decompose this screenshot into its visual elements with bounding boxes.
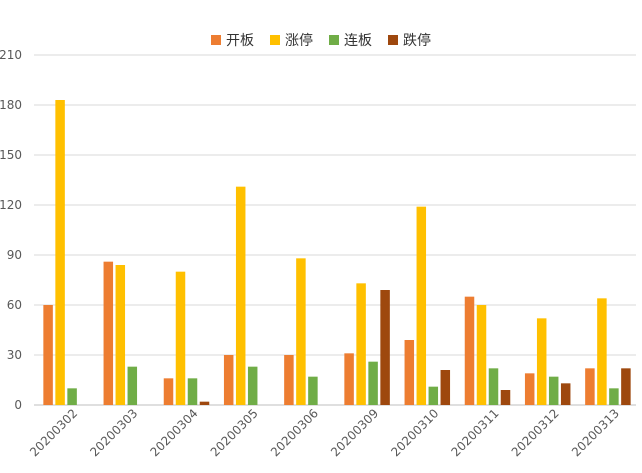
bar [284, 355, 294, 405]
bar [524, 373, 535, 405]
bar [103, 261, 114, 405]
bar [247, 366, 258, 405]
bar [296, 258, 306, 405]
legend-swatch [270, 35, 280, 45]
bar [500, 390, 511, 405]
bar [308, 376, 318, 405]
legend-swatch [388, 35, 398, 45]
legend: 开板 涨停 连板 跌停 [0, 30, 642, 50]
x-tick-label: 20200311 [449, 406, 502, 459]
bar [476, 305, 487, 405]
bar [380, 290, 390, 405]
bar [368, 361, 378, 405]
x-tick-label: 20200303 [87, 406, 140, 459]
x-tick-label: 20200309 [328, 406, 381, 459]
bar [67, 388, 77, 405]
x-tick-label: 20200306 [268, 406, 321, 459]
y-tick-label: 90 [7, 248, 22, 262]
bar [404, 340, 415, 405]
bar [175, 271, 186, 405]
bar [621, 368, 631, 405]
legend-label: 开板 [226, 33, 254, 49]
bar [548, 376, 559, 405]
bar [428, 386, 439, 405]
legend-item: 跌停 [388, 30, 431, 50]
legend-item: 连板 [329, 30, 372, 50]
legend-swatch [211, 35, 221, 45]
bar [235, 186, 246, 405]
bar [536, 318, 547, 405]
legend-label: 跌停 [403, 33, 431, 49]
bar [223, 355, 234, 405]
bar [163, 378, 174, 405]
bar [127, 366, 138, 405]
x-tick-label: 20200312 [509, 406, 562, 459]
legend-item: 开板 [211, 30, 254, 50]
bar [464, 296, 475, 405]
bar [609, 388, 619, 405]
y-tick-label: 150 [0, 148, 22, 162]
y-tick-label: 0 [14, 398, 22, 412]
x-tick-label: 20200305 [208, 406, 261, 459]
bar [560, 383, 571, 405]
x-tick-label: 20200302 [27, 406, 80, 459]
bar [115, 265, 126, 405]
bar [43, 305, 53, 405]
x-tick-label: 20200313 [569, 406, 622, 459]
bar [187, 378, 198, 405]
bar [344, 353, 354, 405]
bar [55, 100, 65, 405]
bar [199, 401, 210, 405]
bar [585, 368, 595, 405]
legend-item: 涨停 [270, 30, 313, 50]
bar [597, 298, 607, 405]
y-tick-label: 30 [7, 348, 22, 362]
x-tick-label: 20200310 [388, 406, 441, 459]
y-tick-label: 60 [7, 298, 22, 312]
x-tick-label: 20200304 [148, 406, 201, 459]
bar [440, 370, 451, 405]
legend-swatch [329, 35, 339, 45]
y-tick-label: 120 [0, 198, 22, 212]
bar [488, 368, 499, 405]
legend-label: 连板 [344, 33, 372, 49]
y-tick-label: 210 [0, 48, 22, 62]
legend-label: 涨停 [285, 33, 313, 49]
bar [356, 283, 366, 405]
bar [416, 206, 427, 405]
y-tick-label: 180 [0, 98, 22, 112]
